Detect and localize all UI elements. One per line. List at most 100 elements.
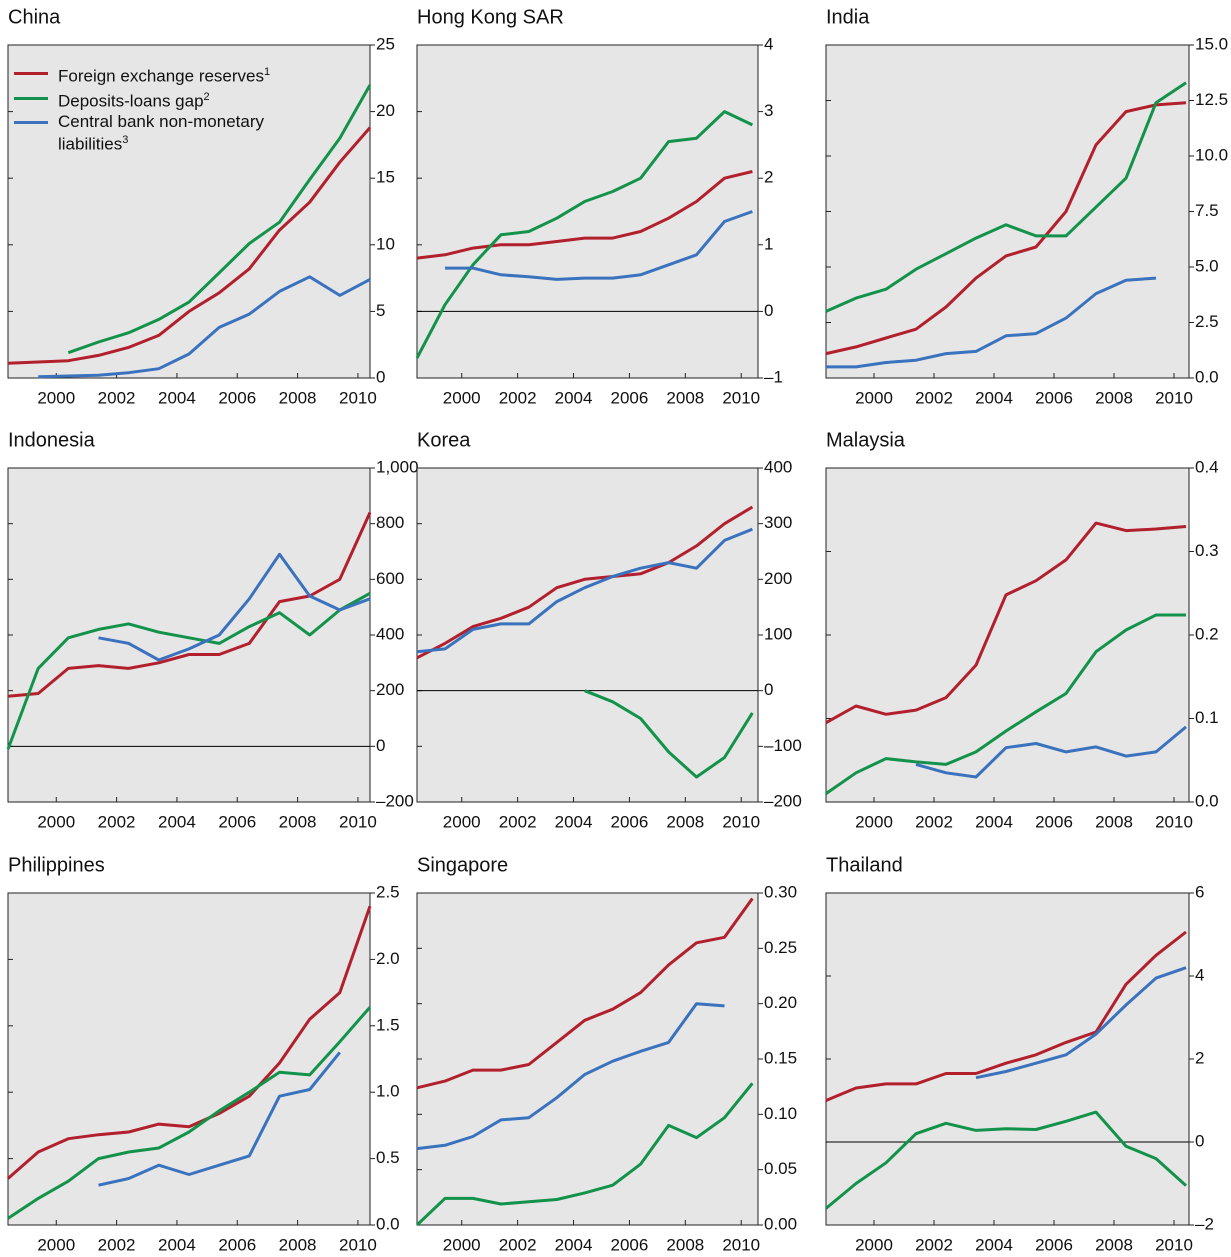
plot-area bbox=[825, 44, 1190, 379]
y-tick-label: 0 bbox=[1195, 1131, 1204, 1150]
y-tick-label: 4 bbox=[1195, 965, 1204, 984]
legend-swatch bbox=[14, 96, 48, 100]
legend-label: Deposits-loans gap2 bbox=[58, 88, 306, 111]
x-tick-label: 2000 bbox=[443, 1235, 481, 1254]
y-tick-label: 2 bbox=[764, 168, 773, 187]
y-tick-label: –100 bbox=[764, 736, 802, 755]
x-tick-label: 2000 bbox=[855, 812, 893, 831]
series-line bbox=[825, 101, 1187, 356]
footnote-mark: 1 bbox=[264, 66, 271, 78]
x-tick-label: 2010 bbox=[722, 388, 760, 407]
series-line bbox=[7, 126, 372, 365]
series-line bbox=[826, 276, 1157, 369]
y-tick-label: 15 bbox=[376, 168, 395, 187]
y-tick-label: 7.5 bbox=[1195, 201, 1219, 220]
x-tick-label: 2006 bbox=[611, 812, 649, 831]
y-tick-label: 6 bbox=[1195, 882, 1204, 901]
legend-swatch bbox=[14, 121, 48, 125]
y-tick-label: 0 bbox=[376, 367, 385, 386]
x-tick-label: 2006 bbox=[1035, 388, 1073, 407]
x-tick-label: 2006 bbox=[1035, 1235, 1073, 1254]
y-tick-label: 25 bbox=[376, 34, 395, 53]
x-tick-label: 2008 bbox=[1095, 812, 1133, 831]
y-tick-label: 0.0 bbox=[1195, 791, 1219, 810]
panel-title: Malaysia bbox=[826, 429, 906, 451]
plot-area bbox=[416, 892, 759, 1226]
panel-title: Philippines bbox=[8, 854, 105, 876]
panel-title: Indonesia bbox=[8, 429, 96, 451]
series-line bbox=[416, 505, 754, 660]
y-tick-label: 0.30 bbox=[764, 882, 797, 901]
y-tick-label: 20 bbox=[376, 101, 395, 120]
plot-area bbox=[416, 467, 759, 803]
x-tick-label: 2002 bbox=[915, 1235, 953, 1254]
legend-text: Foreign exchange reserves bbox=[58, 66, 265, 86]
y-tick-label: 0.20 bbox=[764, 993, 797, 1012]
plot-area bbox=[7, 892, 371, 1226]
y-tick-label: 1.0 bbox=[376, 1082, 400, 1101]
x-tick-label: 2008 bbox=[279, 388, 317, 407]
y-tick-label: 1,000 bbox=[376, 457, 419, 476]
x-tick-label: 2000 bbox=[855, 1235, 893, 1254]
series-line bbox=[415, 1082, 754, 1227]
series-line bbox=[7, 905, 372, 1180]
x-tick-label: 2010 bbox=[722, 812, 760, 831]
legend-text: Central bank non-monetary liabilities bbox=[58, 112, 265, 154]
legend-label: Central bank non-monetary liabilities3 bbox=[58, 112, 306, 154]
series-line bbox=[825, 521, 1187, 725]
y-tick-label: 0.00 bbox=[764, 1214, 797, 1233]
x-tick-label: 2010 bbox=[339, 388, 377, 407]
x-tick-label: 2000 bbox=[37, 812, 75, 831]
series-line bbox=[38, 275, 371, 379]
x-tick-label: 2008 bbox=[666, 1235, 704, 1254]
y-tick-label: 200 bbox=[376, 680, 404, 699]
series-line bbox=[416, 527, 753, 654]
series-line bbox=[445, 210, 753, 281]
x-tick-label: 2006 bbox=[1035, 812, 1073, 831]
x-tick-label: 2002 bbox=[98, 388, 136, 407]
y-tick-label: 2.0 bbox=[376, 949, 400, 968]
x-tick-label: 2006 bbox=[218, 812, 256, 831]
panel-title: Thailand bbox=[826, 854, 903, 876]
y-tick-label: 10 bbox=[376, 234, 395, 253]
x-tick-label: 2004 bbox=[555, 388, 593, 407]
panel-title: Singapore bbox=[417, 854, 508, 876]
series-line bbox=[584, 689, 754, 779]
y-tick-label: 0.3 bbox=[1195, 541, 1219, 560]
y-tick-label: 1 bbox=[764, 234, 773, 253]
y-tick-label: –1 bbox=[764, 367, 783, 386]
x-tick-label: 2008 bbox=[279, 1235, 317, 1254]
x-tick-label: 2008 bbox=[1095, 388, 1133, 407]
series-line bbox=[416, 1002, 725, 1151]
x-tick-label: 2000 bbox=[855, 388, 893, 407]
x-tick-label: 2010 bbox=[339, 812, 377, 831]
y-tick-label: 10.0 bbox=[1195, 145, 1228, 164]
x-tick-label: 2004 bbox=[158, 812, 196, 831]
x-tick-label: 2000 bbox=[443, 812, 481, 831]
y-tick-label: –200 bbox=[764, 791, 802, 810]
y-tick-label: 0.15 bbox=[764, 1048, 797, 1067]
y-tick-label: –200 bbox=[376, 791, 414, 810]
y-tick-label: 0.25 bbox=[764, 938, 797, 957]
y-tick-label: 2.5 bbox=[376, 882, 400, 901]
series-line bbox=[98, 1051, 341, 1187]
x-tick-label: 2002 bbox=[499, 812, 537, 831]
y-tick-label: 0.05 bbox=[764, 1159, 797, 1178]
legend-item: Deposits-loans gap2 bbox=[14, 88, 306, 111]
plot-area bbox=[7, 467, 371, 803]
x-tick-label: 2008 bbox=[666, 812, 704, 831]
series-line bbox=[416, 897, 754, 1090]
series-line bbox=[415, 110, 754, 359]
x-tick-label: 2006 bbox=[611, 1235, 649, 1254]
series-line bbox=[975, 966, 1187, 1080]
plot-area bbox=[825, 892, 1190, 1226]
y-tick-label: 0 bbox=[376, 736, 385, 755]
x-tick-label: 2004 bbox=[158, 388, 196, 407]
y-tick-label: 0.10 bbox=[764, 1104, 797, 1123]
y-tick-label: 0.2 bbox=[1195, 624, 1219, 643]
y-tick-label: 4 bbox=[764, 34, 773, 53]
legend: Foreign exchange reserves1 Deposits-loans… bbox=[14, 63, 306, 156]
x-tick-label: 2004 bbox=[555, 812, 593, 831]
x-tick-label: 2002 bbox=[98, 1235, 136, 1254]
